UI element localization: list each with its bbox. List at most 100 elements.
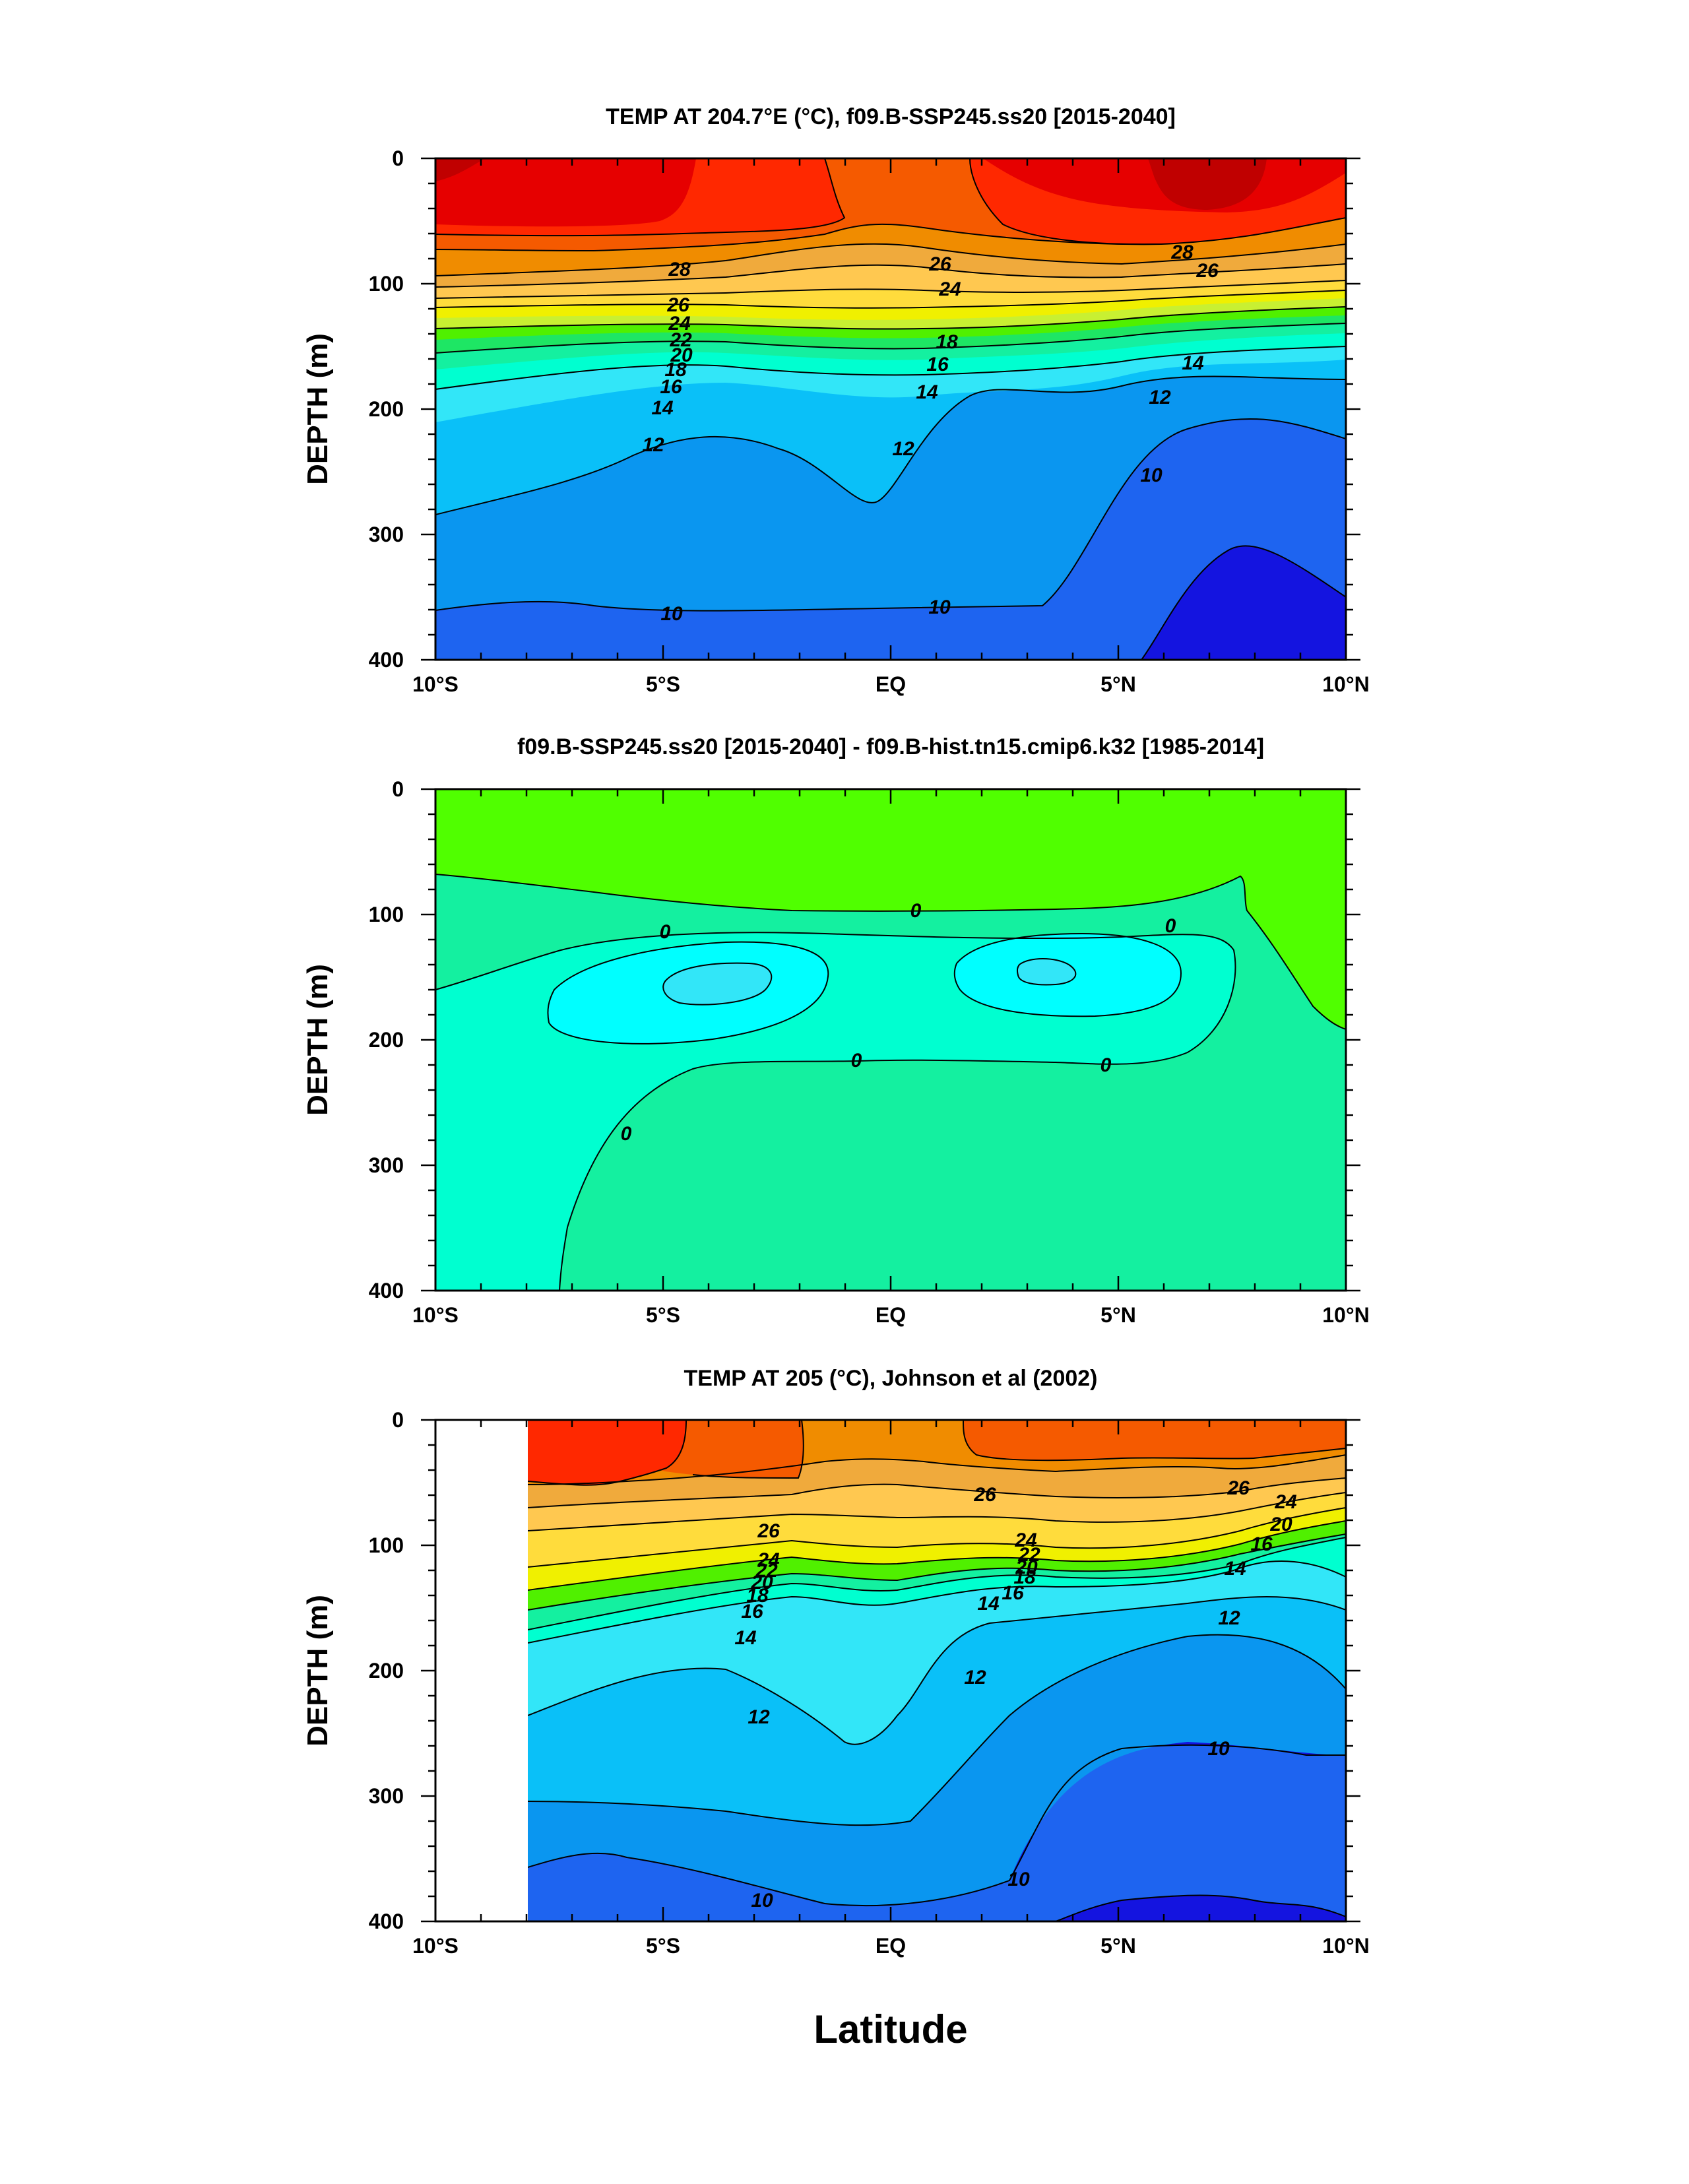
clabel-18b: 18 — [936, 331, 958, 353]
obs-clabel-16a: 16 — [741, 1601, 763, 1622]
obs-clabel-14b: 14 — [977, 1593, 1000, 1615]
obs-clabel-12b: 12 — [964, 1667, 986, 1688]
clabel-12b: 12 — [892, 438, 914, 460]
clabel-10a: 10 — [660, 603, 683, 625]
x-axis-title: Latitude — [813, 2007, 967, 2051]
obs-isotherm-27 — [692, 1420, 804, 1479]
obs-clabel-14a: 14 — [734, 1627, 757, 1649]
x-tick-label: 5°S — [646, 1303, 680, 1327]
panel-3-nodata — [435, 1420, 528, 1921]
panel-3-plot — [528, 1420, 1346, 1921]
clabel-24a: 24 — [668, 313, 691, 335]
clabel-14c: 14 — [1182, 352, 1204, 374]
clabel-14b: 14 — [916, 381, 938, 403]
obs-isotherm-10 — [1055, 1894, 1346, 1921]
obs-clabel-16b: 16 — [1002, 1582, 1024, 1604]
y-tick-label: 300 — [369, 1784, 404, 1808]
y-tick-label: 200 — [369, 1028, 404, 1052]
contour-neg2-north — [1016, 958, 1077, 986]
panel-3-title: TEMP AT 205 (°C), Johnson et al (2002) — [684, 1366, 1098, 1391]
x-tick-label: 10°N — [1322, 1934, 1370, 1958]
clabel-0a: 0 — [660, 921, 671, 943]
panel-2-title: f09.B-SSP245.ss20 [2015-2040] - f09.B-hi… — [517, 734, 1264, 759]
obs-clabel-20a: 20 — [750, 1572, 773, 1593]
isotherm-28-line2 — [435, 158, 846, 237]
obs-clabel-26c: 26 — [1227, 1477, 1250, 1499]
panel-1-contours — [435, 158, 1346, 660]
obs-clabel-10a: 10 — [751, 1890, 773, 1911]
x-tick-label: 5°N — [1100, 1303, 1136, 1327]
isotherm-10 — [1141, 545, 1346, 660]
obs-clabel-18b: 18 — [1013, 1566, 1036, 1588]
x-tick-label: 10°S — [412, 1934, 459, 1958]
obs-clabel-20c: 20 — [1269, 1514, 1292, 1535]
obs-clabel-26a: 26 — [757, 1520, 780, 1542]
y-tick-label: 200 — [369, 397, 404, 421]
x-tick-label: 5°N — [1100, 1934, 1136, 1958]
obs-clabel-24a: 24 — [757, 1549, 780, 1571]
obs-clabel-24c: 24 — [1274, 1491, 1297, 1513]
isotherm-28 — [435, 217, 1346, 252]
clabel-14a: 14 — [651, 397, 674, 419]
isotherm-26 — [435, 243, 1346, 276]
isotherm-28-line3 — [969, 158, 1162, 245]
x-tick-label: EQ — [876, 672, 906, 696]
isotherm-22 — [435, 280, 1346, 299]
obs-clabel-10c: 10 — [1207, 1738, 1230, 1760]
obs-isotherm-26 — [528, 1454, 1346, 1485]
contour-neg-south — [547, 941, 829, 1044]
obs-isotherm-22 — [528, 1507, 1346, 1568]
y-tick-label: 400 — [369, 1910, 404, 1933]
band-29-30-south — [435, 158, 696, 227]
obs-isotherm-28 — [528, 1420, 687, 1486]
y-tick-label: 100 — [369, 272, 404, 296]
isotherm-20 — [435, 290, 1346, 309]
panel-3-contours — [528, 1420, 1346, 1921]
panel-2-plot — [435, 789, 1346, 1291]
clabel-10c: 10 — [1140, 465, 1163, 486]
x-tick-label: 10°N — [1322, 672, 1370, 696]
obs-isotherm-20 — [528, 1520, 1346, 1591]
isotherm-12 — [435, 375, 1346, 515]
y-tick-label: 300 — [369, 1153, 404, 1177]
y-tick-label: 300 — [369, 523, 404, 546]
y-tick-label: 0 — [392, 146, 404, 170]
clabel-0e: 0 — [1100, 1054, 1112, 1076]
y-axis-label: DEPTH (m) — [302, 964, 334, 1116]
obs-isotherm-27b — [963, 1420, 1346, 1461]
clabel-16a: 16 — [660, 376, 682, 398]
clabel-26c: 26 — [1195, 260, 1219, 282]
x-tick-label: 5°S — [646, 1934, 680, 1958]
x-tick-label: EQ — [876, 1934, 906, 1958]
y-tick-label: 0 — [392, 1408, 404, 1432]
panel-1-title: TEMP AT 204.7°E (°C), f09.B-SSP245.ss20 … — [606, 104, 1176, 129]
isotherm-16 — [435, 323, 1346, 354]
contour-neg-north — [953, 932, 1182, 1017]
obs-band-28-plus — [528, 1420, 686, 1485]
clabel-18a: 18 — [664, 359, 687, 381]
clabel-22a: 22 — [669, 329, 692, 351]
panel-2: f09.B-SSP245.ss20 [2015-2040] - f09.B-hi… — [302, 734, 1370, 1327]
obs-clabel-22b: 22 — [1017, 1544, 1040, 1566]
region-most-negative-north — [1017, 959, 1076, 985]
clabel-10b: 10 — [928, 596, 951, 618]
contour-neg2-south — [662, 962, 773, 1006]
clabel-12a: 12 — [642, 434, 664, 456]
x-tick-label: 10°S — [412, 672, 459, 696]
y-tick-label: 400 — [369, 1279, 404, 1302]
y-tick-label: 0 — [392, 777, 404, 801]
region-most-negative-south — [663, 963, 772, 1005]
y-tick-label: 200 — [369, 1659, 404, 1683]
panel-3-contour-labels: 26 26 26 24 24 24 22 22 20 20 20 18 18 1… — [734, 1477, 1297, 1911]
obs-clabel-12c: 12 — [1218, 1607, 1240, 1629]
clabel-28a: 28 — [668, 259, 691, 280]
clabel-26b: 26 — [928, 253, 951, 275]
y-tick-label: 400 — [369, 648, 404, 672]
panel-3: TEMP AT 205 (°C), Johnson et al (2002) — [302, 1366, 1370, 1958]
obs-band-10-11 — [528, 1745, 1346, 1921]
band-10-11 — [435, 418, 1346, 660]
panel-3-axes: 10°S 5°S EQ 5°N 10°N 0 100 200 300 400 DEPTH (m) — [302, 1408, 1370, 1958]
x-tick-label: 10°S — [412, 1303, 459, 1327]
panel-1-axes: 10°S 5°S EQ 5°N 10°N 0 100 200 300 400 DEPTH (m) — [302, 146, 1370, 696]
